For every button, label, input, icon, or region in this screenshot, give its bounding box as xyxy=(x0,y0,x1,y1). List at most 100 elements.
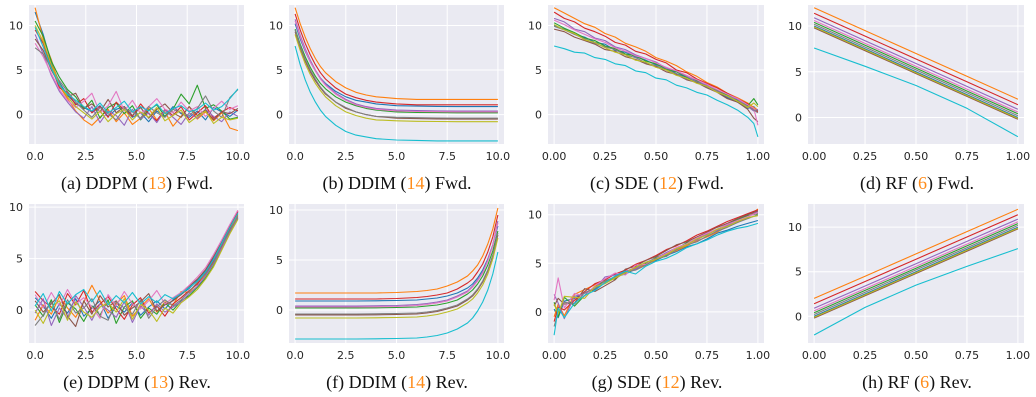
subplot-caption: (g) SDE (12) Rev. xyxy=(592,372,723,393)
x-tick-label: 7.5 xyxy=(178,150,196,163)
y-tick-label: 10 xyxy=(269,204,283,217)
caption-reference: 13 xyxy=(150,372,168,392)
series-line-7 xyxy=(34,47,239,121)
series-line-1 xyxy=(813,7,1019,100)
y-tick-label: 0 xyxy=(276,109,283,122)
series-line-8 xyxy=(34,219,239,324)
series-line-8 xyxy=(813,227,1019,318)
x-tick-label: 7.5 xyxy=(438,349,456,362)
subplot-d: 0.00 0.25 0.50 0.75 1.00 0 5 10 (d) RF (6) Fwd. xyxy=(788,5,1030,194)
series-line-7 xyxy=(294,29,498,119)
y-tick-label: 10 xyxy=(269,19,283,32)
y-tick-label: 10 xyxy=(9,19,23,32)
x-tick-label: 2.5 xyxy=(337,150,355,163)
caption-text: (a) DDPM ( xyxy=(61,173,148,194)
caption-text: (e) DDPM ( xyxy=(63,372,150,393)
y-tick-label: 10 xyxy=(788,221,802,234)
series-line-9 xyxy=(553,45,759,138)
caption-text-end: ) Rev. xyxy=(425,372,468,393)
x-tick-label: 10.0 xyxy=(226,150,251,163)
series-line-3 xyxy=(295,214,499,300)
series-line-6 xyxy=(813,19,1019,113)
series-line-7 xyxy=(295,232,499,315)
x-tick-label: 2.5 xyxy=(77,150,95,163)
x-tick-label: 0.50 xyxy=(904,150,929,163)
series-line-5 xyxy=(553,210,759,307)
x-tick-label: 5.0 xyxy=(128,349,146,362)
subplot-caption: (b) DDIM (14) Fwd. xyxy=(323,173,472,194)
x-tick-label: 5.0 xyxy=(128,150,146,163)
x-tick-label: 0.75 xyxy=(695,349,720,362)
series-line-4 xyxy=(34,217,239,327)
subplot-f: 0.0 2.5 5.0 7.5 10.0 0 5 10 (f) DDIM (14) Rev. xyxy=(269,204,510,393)
x-tick-label: 0.0 xyxy=(26,150,44,163)
y-tick-label: 0 xyxy=(795,310,802,323)
y-tick-label: 10 xyxy=(788,20,802,33)
x-tick-label: 0.25 xyxy=(593,349,618,362)
caption-reference: 12 xyxy=(662,372,680,392)
caption-text: (h) RF ( xyxy=(862,372,920,393)
caption-text: (c) SDE ( xyxy=(590,173,659,194)
y-tick-label: 5 xyxy=(16,64,23,77)
series-line-2 xyxy=(34,218,239,324)
caption-text-end: ) Fwd. xyxy=(927,173,974,194)
x-tick-label: 0.00 xyxy=(802,150,827,163)
series-line-9 xyxy=(34,27,239,115)
x-tick-label: 0.50 xyxy=(904,349,929,362)
series-line-5 xyxy=(34,38,239,121)
y-tick-label: 0 xyxy=(795,111,802,124)
series-line-4 xyxy=(813,17,1019,110)
subplot-b: 0.0 2.5 5.0 7.5 10.0 0 5 10 (b) DDIM (14) Fwd. xyxy=(269,5,510,194)
x-tick-label: 0.25 xyxy=(853,349,878,362)
x-tick-label: 0.00 xyxy=(802,349,827,362)
x-tick-label: 5.0 xyxy=(388,150,406,163)
series-line-3 xyxy=(294,13,498,106)
caption-text-end: ) Fwd. xyxy=(677,173,724,194)
caption-reference: 6 xyxy=(918,173,927,193)
series-line-2 xyxy=(294,28,498,114)
series-line-4 xyxy=(294,19,498,112)
series-line-2 xyxy=(813,21,1019,115)
subplot-c: 0.00 0.25 0.50 0.75 1.00 0 5 10 (c) SDE (12) Fwd… xyxy=(528,5,770,194)
series-line-0 xyxy=(295,225,499,302)
x-tick-label: 0.25 xyxy=(593,150,618,163)
series-line-4 xyxy=(813,218,1019,309)
x-tick-label: 1.00 xyxy=(1006,349,1031,362)
subplot-caption: (f) DDIM (14) Rev. xyxy=(326,372,468,393)
series-line-1 xyxy=(294,7,498,100)
caption-text-end: ) Fwd. xyxy=(424,173,471,194)
x-tick-label: 0.0 xyxy=(26,349,44,362)
series-line-6 xyxy=(34,43,239,117)
y-tick-label: 5 xyxy=(276,64,283,77)
x-tick-label: 7.5 xyxy=(438,150,456,163)
x-tick-label: 0.75 xyxy=(955,349,980,362)
y-tick-label: 0 xyxy=(16,304,23,317)
y-tick-label: 5 xyxy=(16,253,23,266)
series-line-0 xyxy=(813,226,1019,317)
y-tick-label: 0 xyxy=(276,304,283,317)
x-tick-label: 0.25 xyxy=(853,150,878,163)
subplot-a: 0.0 2.5 5.0 7.5 10.0 0 5 10 (a) DDPM (13) Fwd. xyxy=(9,5,250,194)
y-tick-label: 5 xyxy=(795,266,802,279)
x-tick-label: 0.75 xyxy=(955,150,980,163)
caption-reference: 14 xyxy=(406,173,424,193)
x-tick-label: 7.5 xyxy=(178,349,196,362)
subplot-caption: (e) DDPM (13) Rev. xyxy=(63,372,211,393)
x-tick-label: 1.00 xyxy=(746,349,771,362)
series-line-8 xyxy=(553,24,759,109)
series-line-7 xyxy=(813,224,1019,316)
caption-reference: 12 xyxy=(659,173,677,193)
x-tick-label: 1.00 xyxy=(746,150,771,163)
subplot-g: 0.00 0.25 0.50 0.75 1.00 0 5 10 (g) SDE (12) Rev… xyxy=(528,204,770,393)
series-line-8 xyxy=(813,26,1019,119)
x-tick-label: 10.0 xyxy=(486,349,511,362)
y-tick-label: 10 xyxy=(9,201,23,214)
caption-text: (b) DDIM ( xyxy=(323,173,407,194)
subplot-caption: (c) SDE (12) Fwd. xyxy=(590,173,724,194)
subplot-e: 0.0 2.5 5.0 7.5 10.0 0 5 10 (e) DDPM (13) Rev. xyxy=(9,201,250,393)
y-tick-label: 5 xyxy=(535,257,542,270)
caption-text: (d) RF ( xyxy=(860,173,918,194)
series-line-5 xyxy=(813,228,1019,319)
x-tick-label: 0.00 xyxy=(542,349,567,362)
